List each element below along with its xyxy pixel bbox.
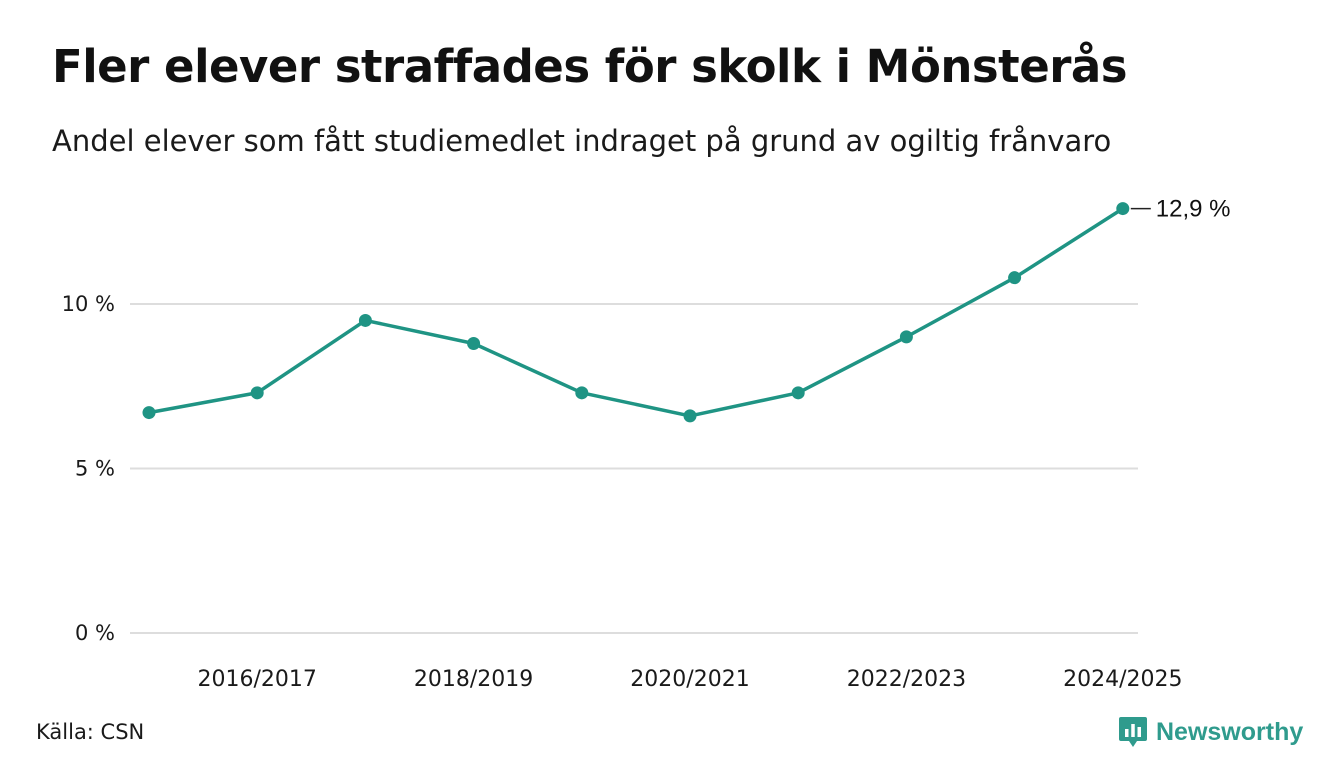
newsworthy-logo-icon bbox=[1119, 717, 1147, 747]
data-point bbox=[142, 406, 156, 420]
data-point bbox=[575, 386, 589, 400]
data-point bbox=[467, 336, 481, 350]
series bbox=[142, 202, 1130, 423]
data-point bbox=[1008, 271, 1022, 285]
chart-title: Fler elever straffades för skolk i Mönst… bbox=[52, 40, 1128, 93]
series-line bbox=[147, 206, 1125, 418]
chart-subtitle: Andel elever som fått studiemedlet indra… bbox=[52, 124, 1112, 158]
x-tick-label: 2024/2025 bbox=[1063, 667, 1182, 692]
data-point bbox=[791, 386, 805, 400]
y-tick-label: 10 % bbox=[62, 292, 115, 316]
x-tick-label: 2016/2017 bbox=[198, 667, 317, 692]
x-tick-label: 2020/2021 bbox=[630, 667, 749, 692]
x-tick-label: 2022/2023 bbox=[847, 667, 966, 692]
brand-logo: Newsworthy bbox=[1118, 714, 1303, 750]
brand-name: Newsworthy bbox=[1156, 717, 1304, 746]
y-axis-ticks: 0 % 5 % 10 % bbox=[62, 292, 115, 645]
y-tick-label: 0 % bbox=[75, 621, 115, 645]
x-axis-ticks: 2016/2017 2018/2019 2020/2021 2022/2023 2024… bbox=[198, 667, 1183, 692]
data-point bbox=[250, 386, 264, 400]
annotations: 12,9 % bbox=[1130, 196, 1231, 223]
end-value-label: 12,9 % bbox=[1156, 196, 1231, 223]
data-point bbox=[1116, 202, 1130, 216]
data-point bbox=[899, 330, 913, 344]
gridlines bbox=[130, 303, 1138, 634]
y-tick-label: 5 % bbox=[75, 457, 115, 481]
source-note: Källa: CSN bbox=[36, 720, 145, 744]
data-point bbox=[358, 313, 372, 327]
data-point bbox=[683, 409, 697, 423]
x-tick-label: 2018/2019 bbox=[414, 667, 533, 692]
